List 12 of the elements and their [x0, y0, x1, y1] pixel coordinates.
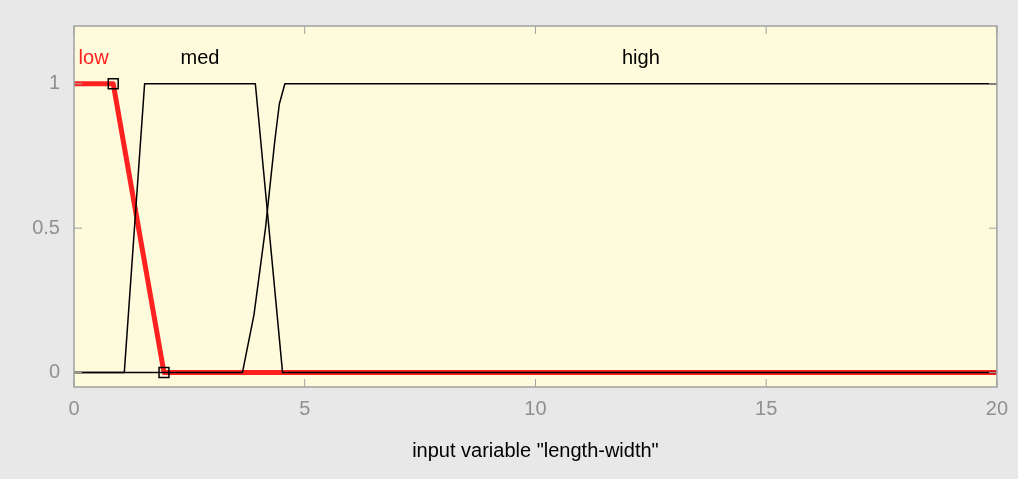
x-tick-label: 15: [755, 396, 778, 419]
x-tick-label: 20: [985, 396, 1008, 419]
x-tick-label: 0: [68, 396, 80, 419]
y-tick-label: 1: [48, 71, 60, 94]
y-tick-label: 0: [48, 360, 60, 383]
series-label: high: [621, 45, 660, 68]
series-label: med: [180, 45, 220, 68]
series-label: low: [78, 45, 110, 68]
x-tick-label: 10: [524, 396, 547, 419]
x-axis-title: input variable "length-width": [412, 438, 659, 461]
x-tick-label: 5: [299, 396, 311, 419]
y-tick-label: 0.5: [32, 215, 60, 238]
